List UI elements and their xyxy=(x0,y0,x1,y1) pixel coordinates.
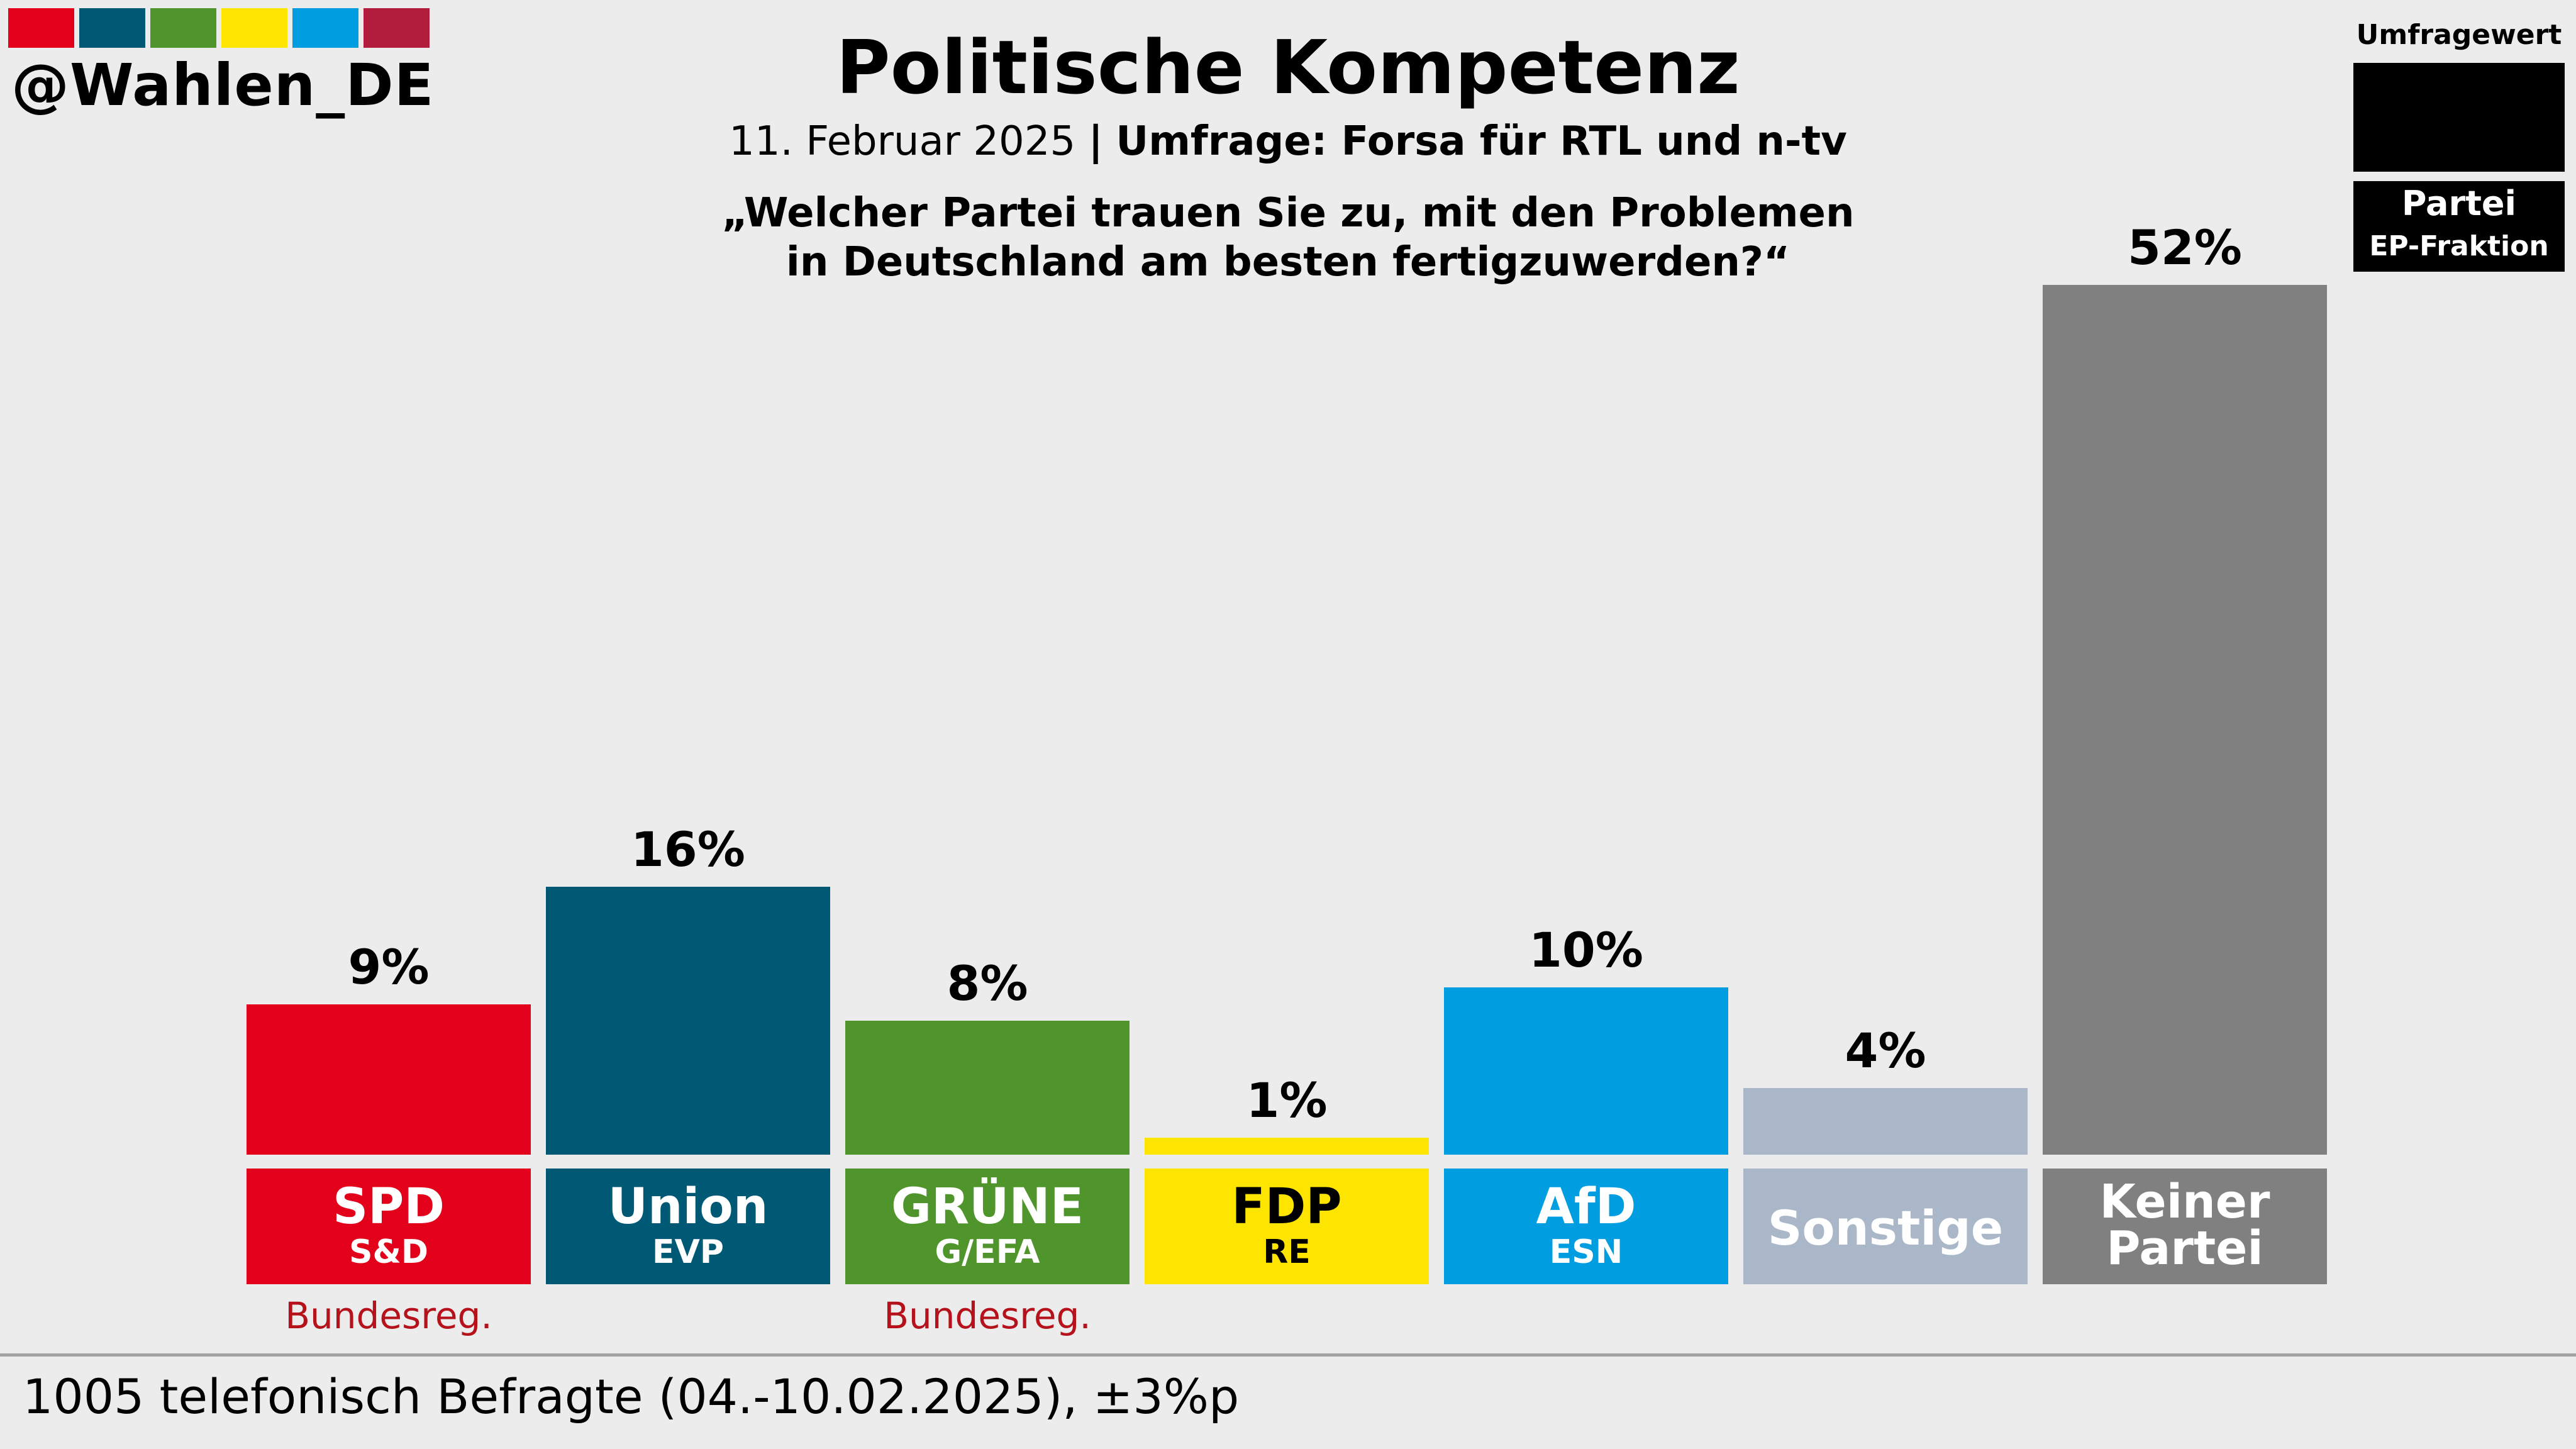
ep-group: G/EFA xyxy=(935,1233,1040,1271)
legend-party: Partei xyxy=(2401,184,2517,223)
poll-date: 11. Februar 2025 xyxy=(729,118,1076,165)
value-label: 16% xyxy=(631,821,745,878)
subtitle-separator: | xyxy=(1088,118,1103,165)
legend-heading: Umfragewert xyxy=(2356,19,2562,51)
value-label: 1% xyxy=(1246,1072,1328,1129)
bar-union xyxy=(546,887,830,1155)
bar-fdp xyxy=(1145,1138,1429,1155)
legend-value-swatch xyxy=(2353,63,2565,172)
party-name-line2: Partei xyxy=(2106,1221,2263,1275)
party-name: Union xyxy=(608,1179,769,1235)
poll-question: „Welcher Partei trauen Sie zu, mit den P… xyxy=(0,189,2576,287)
bar-spd xyxy=(247,1004,531,1155)
question-line-2: in Deutschland am besten fertigzuwerden?… xyxy=(786,239,1790,286)
ep-group: EVP xyxy=(652,1233,724,1271)
party-label-box: AfD ESN xyxy=(1444,1169,1728,1284)
government-note: Bundesreg. xyxy=(884,1294,1091,1337)
party-label-box: FDP RE xyxy=(1145,1169,1429,1284)
legend-label-swatch: Partei EP-Fraktion xyxy=(2353,181,2565,272)
party-name: AfD xyxy=(1536,1179,1636,1235)
ep-group: S&D xyxy=(349,1233,428,1271)
party-name: Sonstige xyxy=(1767,1200,2004,1256)
party-name: Keiner Partei xyxy=(2043,1179,2327,1272)
chart-subtitle: 11. Februar 2025 | Umfrage: Forsa für RT… xyxy=(0,118,2576,165)
footer-divider xyxy=(0,1353,2576,1357)
value-label: 4% xyxy=(1845,1022,1926,1079)
chart-title: Politische Kompetenz xyxy=(836,24,1740,111)
party-name: GRÜNE xyxy=(891,1179,1084,1235)
bar-keiner xyxy=(2043,284,2327,1155)
party-name-line1: Keiner xyxy=(2099,1175,2270,1229)
footer-note: 1005 telefonisch Befragte (04.-10.02.202… xyxy=(23,1368,1240,1424)
party-label-box: GRÜNE G/EFA xyxy=(845,1169,1130,1284)
party-label-box: Sonstige xyxy=(1743,1169,2028,1284)
ep-group: RE xyxy=(1263,1233,1311,1271)
party-name: FDP xyxy=(1231,1179,1342,1235)
bar-afd xyxy=(1444,987,1728,1155)
legend-group: EP-Fraktion xyxy=(2369,230,2549,262)
brand-strip-6 xyxy=(364,8,430,48)
question-line-1: „Welcher Partei trauen Sie zu, mit den P… xyxy=(721,190,1855,236)
party-label-box: Union EVP xyxy=(546,1169,830,1284)
poll-source: Umfrage: Forsa für RTL und n-tv xyxy=(1116,118,1847,165)
brand-handle: @Wahlen_DE xyxy=(11,52,435,119)
ep-group: ESN xyxy=(1549,1233,1623,1271)
brand-strip-1 xyxy=(8,8,74,48)
government-note: Bundesreg. xyxy=(285,1294,492,1337)
bar-grüne xyxy=(845,1021,1130,1155)
value-label: 52% xyxy=(2128,219,2242,275)
party-name: SPD xyxy=(332,1179,445,1235)
value-label: 8% xyxy=(947,955,1028,1012)
brand-strip-5 xyxy=(292,8,358,48)
brand-strip-2 xyxy=(79,8,145,48)
value-label: 10% xyxy=(1529,922,1643,978)
brand-strip-4 xyxy=(221,8,287,48)
brand-strip-3 xyxy=(150,8,216,48)
party-label-box: Keiner Partei xyxy=(2043,1169,2327,1284)
value-label: 9% xyxy=(348,938,430,995)
party-label-box: SPD S&D xyxy=(247,1169,531,1284)
bar-sonstige xyxy=(1743,1087,2028,1155)
